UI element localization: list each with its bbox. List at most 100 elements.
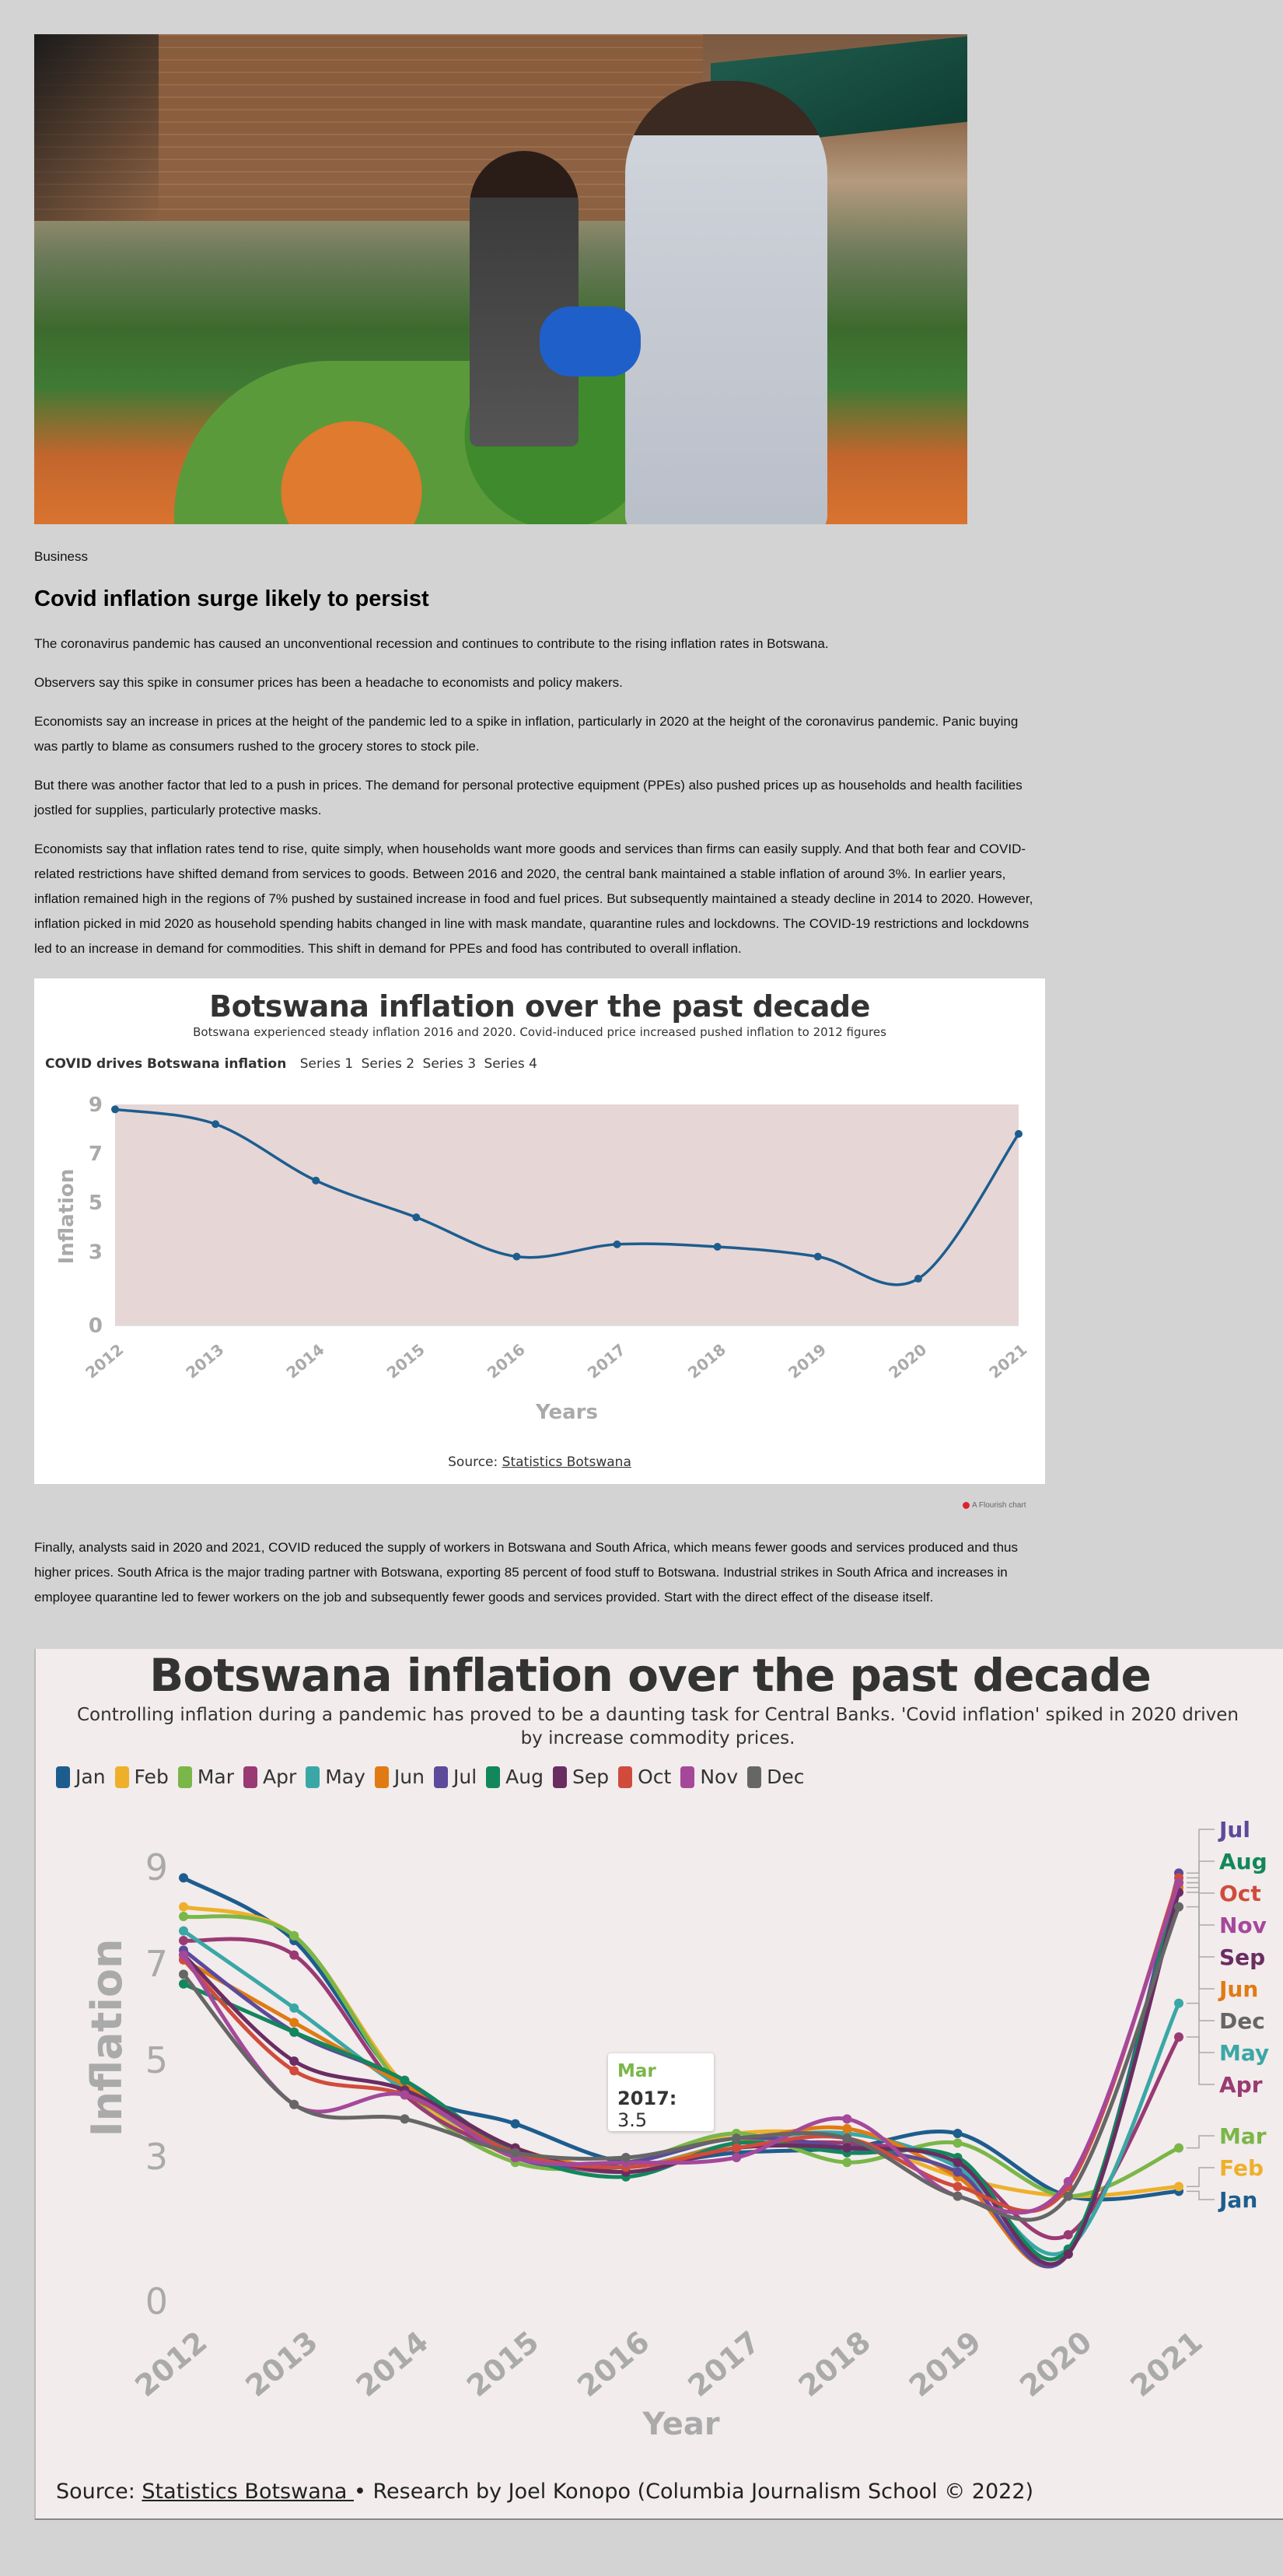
y-tick-label: 9 bbox=[145, 1846, 168, 1888]
legend-series-1[interactable]: Series 1 bbox=[299, 1056, 354, 1072]
x-tick-label: 2020 bbox=[1013, 2325, 1098, 2404]
legend-item-sep[interactable]: Sep bbox=[552, 1766, 610, 1788]
data-point-mar bbox=[179, 1912, 188, 1921]
data-point bbox=[914, 1275, 922, 1283]
legend-item-jul[interactable]: Jul bbox=[433, 1766, 477, 1788]
x-tick-label: 2017 bbox=[584, 1340, 629, 1382]
data-point-dec bbox=[953, 2191, 963, 2201]
legend-swatch bbox=[680, 1766, 695, 1788]
label-leader-line bbox=[1187, 2167, 1215, 2187]
x-tick-label: 2021 bbox=[1124, 2325, 1208, 2404]
data-point-dec bbox=[289, 2099, 299, 2109]
legend-item-jun[interactable]: Jun bbox=[374, 1766, 425, 1788]
y-tick-label: 3 bbox=[89, 1241, 103, 1264]
data-point-dec bbox=[179, 1969, 188, 1979]
data-point-dec bbox=[621, 2153, 631, 2162]
source-link[interactable]: Statistics Botswana bbox=[502, 1454, 631, 1470]
data-point-jul bbox=[953, 2167, 963, 2177]
legend-series-4[interactable]: Series 4 bbox=[484, 1056, 537, 1072]
y-tick-label: 5 bbox=[145, 2039, 168, 2081]
y-axis-label: Inflation bbox=[82, 1939, 131, 2137]
series-end-label-oct: Oct bbox=[1219, 1881, 1261, 1906]
label-leader-line bbox=[1187, 2002, 1215, 2053]
legend-item-oct[interactable]: Oct bbox=[618, 1766, 671, 1788]
legend-item-may[interactable]: May bbox=[306, 1766, 365, 1788]
data-point-apr bbox=[179, 1936, 188, 1945]
legend-item-apr[interactable]: Apr bbox=[243, 1766, 296, 1788]
data-point bbox=[111, 1105, 119, 1114]
paragraph-4: But there was another factor that led to… bbox=[34, 778, 1023, 817]
chart-tooltip: Mar 2017: 3.5 bbox=[608, 2053, 714, 2131]
label-leader-line bbox=[1187, 2190, 1215, 2200]
data-point-nov bbox=[842, 2114, 852, 2124]
x-tick-label: 2020 bbox=[885, 1340, 930, 1382]
legend-label: Oct bbox=[638, 1766, 672, 1788]
legend-label: Jun bbox=[393, 1766, 425, 1788]
hero-photo bbox=[34, 34, 967, 524]
legend-label: Feb bbox=[134, 1766, 169, 1788]
legend-swatch bbox=[306, 1766, 320, 1788]
series-end-label-may: May bbox=[1219, 2040, 1269, 2066]
data-point-dec bbox=[1063, 2191, 1073, 2201]
legend-swatch bbox=[114, 1766, 129, 1788]
chart-subtitle: Botswana experienced steady inflation 20… bbox=[193, 1025, 886, 1039]
legend-item-dec[interactable]: Dec bbox=[747, 1766, 805, 1788]
x-tick-label: 2012 bbox=[128, 2325, 213, 2404]
label-leader-line bbox=[1187, 1881, 1215, 1926]
legend-item-aug[interactable]: Aug bbox=[486, 1766, 544, 1788]
y-tick-label: 7 bbox=[89, 1143, 103, 1166]
legend-label: Jul bbox=[453, 1766, 477, 1788]
series-end-label-jun: Jun bbox=[1218, 1976, 1258, 2002]
tooltip-month: Mar bbox=[617, 2061, 656, 2081]
flourish-credit[interactable]: A Flourish chart bbox=[963, 1501, 1026, 1510]
label-leader-line bbox=[1187, 1829, 1215, 1874]
data-point-feb bbox=[1174, 2182, 1183, 2192]
legend-label: May bbox=[325, 1766, 365, 1788]
x-tick-label: 2017 bbox=[681, 2325, 766, 2404]
data-point-dec bbox=[842, 2133, 852, 2144]
data-point-sep bbox=[1063, 2249, 1073, 2259]
chart-subtitle: Controlling inflation during a pandemic … bbox=[76, 1705, 1239, 1748]
legend-item-jan[interactable]: Jan bbox=[56, 1766, 106, 1788]
legend-label: Dec bbox=[767, 1766, 805, 1788]
label-leader-line bbox=[1187, 1877, 1215, 1894]
legend-label: Apr bbox=[262, 1766, 297, 1788]
legend-item-feb[interactable]: Feb bbox=[114, 1766, 169, 1788]
data-point-dec bbox=[400, 2114, 410, 2124]
tooltip-value: 3.5 bbox=[617, 2109, 648, 2131]
legend-label: Aug bbox=[505, 1766, 544, 1788]
data-point-apr bbox=[1063, 2230, 1073, 2240]
legend-series-3[interactable]: Series 3 bbox=[422, 1056, 477, 1072]
series-end-label-apr: Apr bbox=[1219, 2072, 1263, 2098]
series-end-label-jan: Jan bbox=[1218, 2187, 1257, 2213]
paragraph-1: The coronavirus pandemic has caused an u… bbox=[34, 636, 829, 651]
legend-item-mar[interactable]: Mar bbox=[177, 1766, 234, 1788]
legend-label: Sep bbox=[572, 1766, 610, 1788]
data-point bbox=[813, 1252, 822, 1261]
paragraph-2: Observers say this spike in consumer pri… bbox=[34, 675, 623, 690]
data-point bbox=[713, 1243, 722, 1251]
legend-swatch bbox=[374, 1766, 389, 1788]
data-point-nov bbox=[732, 2153, 742, 2162]
data-point-dec bbox=[510, 2147, 520, 2158]
chart-plot-area: 0 3 5 7 9 2012 2013 2014 2015 2016 2017 2018 2019 202… bbox=[55, 1094, 1030, 1424]
data-point bbox=[412, 1213, 421, 1222]
x-tick-label: 2015 bbox=[460, 2325, 545, 2404]
data-point-apr bbox=[289, 1950, 299, 1960]
data-point bbox=[512, 1252, 521, 1261]
flourish-logo-icon bbox=[963, 1501, 970, 1509]
section-label[interactable]: Business bbox=[34, 549, 88, 564]
chart-source: Source: Statistics Botswana bbox=[34, 1454, 1045, 1470]
legend-item-nov[interactable]: Nov bbox=[680, 1766, 738, 1788]
source-link[interactable]: Statistics Botswana bbox=[142, 2480, 354, 2504]
tooltip-year: 2017: bbox=[617, 2088, 677, 2109]
x-tick-label: 2019 bbox=[785, 1340, 830, 1382]
data-point-nov bbox=[1063, 2177, 1073, 2186]
data-point-nov bbox=[400, 2090, 410, 2100]
y-tick-label: 3 bbox=[145, 2136, 168, 2178]
x-tick-label: 2018 bbox=[792, 2325, 877, 2404]
x-tick-label: 2019 bbox=[903, 2325, 988, 2404]
data-point-mar bbox=[289, 1930, 299, 1941]
label-leader-line bbox=[1187, 1906, 1215, 2021]
legend-series-2[interactable]: Series 2 bbox=[361, 1056, 415, 1072]
